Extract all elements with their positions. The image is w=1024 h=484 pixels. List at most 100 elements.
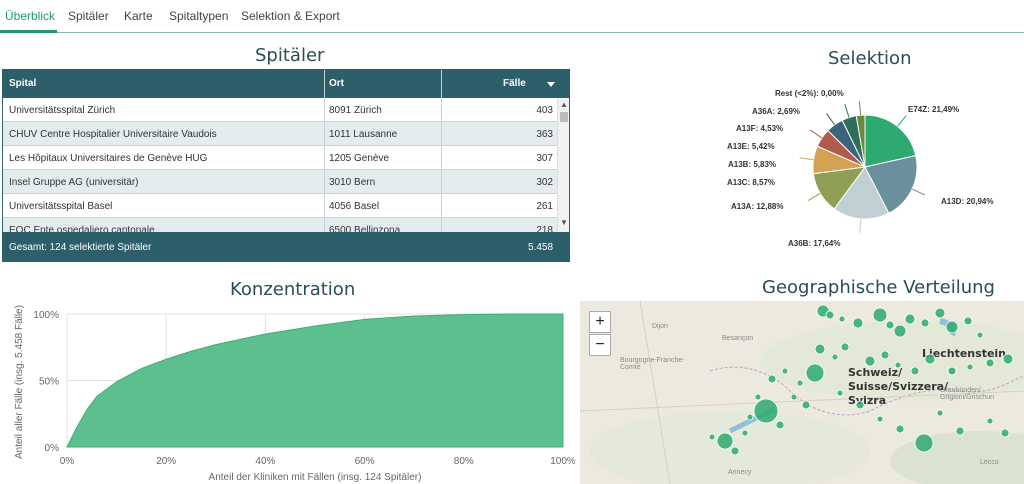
hospital-marker[interactable] [781, 367, 789, 375]
tab-hospitals[interactable]: Spitäler [68, 9, 109, 23]
x-tick-label: 100% [550, 456, 575, 467]
hospital-marker[interactable] [741, 429, 749, 437]
hospital-marker[interactable] [855, 400, 865, 410]
column-header-ort[interactable]: Ort [329, 78, 344, 89]
y-tick-label: 50% [39, 377, 59, 388]
pie-leader-line [807, 192, 821, 201]
selection-pie-chart [799, 101, 925, 233]
x-axis-title: Anteil der Kliniken mit Fällen (insg. 12… [209, 472, 422, 483]
pie-slice[interactable] [833, 166, 890, 220]
table-row[interactable]: Universitätsspital Basel 4056 Basel 261 [3, 194, 557, 218]
column-header-faelle[interactable]: Fälle [503, 78, 526, 89]
hospital-marker[interactable] [914, 433, 934, 453]
hospital-marker[interactable] [895, 424, 905, 434]
hospital-marker[interactable] [708, 433, 716, 441]
geo-map[interactable]: Dijon Besançon Bourgogne-Franche-Comté L… [580, 301, 1024, 484]
scroll-up-icon[interactable]: ▲ [560, 100, 568, 109]
pie-leader-line [897, 115, 907, 127]
total-label: Gesamt: 124 selektierte Spitäler [9, 242, 152, 253]
tab-map[interactable]: Karte [124, 9, 153, 23]
cell-spital: Universitätsspital Zürich [9, 105, 116, 116]
zoom-out-button[interactable]: − [589, 334, 611, 356]
scroll-down-icon[interactable]: ▼ [560, 218, 568, 227]
zoom-in-button[interactable]: + [589, 311, 611, 333]
table-row[interactable]: Insel Gruppe AG (universitär) 3010 Bern … [3, 170, 557, 194]
hospital-marker[interactable] [716, 432, 734, 450]
hospital-marker[interactable] [924, 353, 936, 365]
cell-faelle: 363 [536, 129, 553, 140]
hospital-marker[interactable] [1002, 353, 1014, 365]
table-row[interactable]: Universitätsspital Zürich 8091 Zürich 40… [3, 98, 557, 122]
total-cases: 5.458 [528, 242, 554, 253]
concentration-area[interactable] [66, 313, 564, 448]
pie-label-a13d: A13D: 20,94% [941, 197, 994, 206]
hospital-marker[interactable] [838, 315, 846, 323]
cell-ort: 4056 Basel [329, 201, 380, 212]
map-label-annecy: Annecy [728, 469, 752, 476]
hospital-marker[interactable] [894, 361, 902, 369]
hospital-marker[interactable] [880, 350, 890, 360]
sort-desc-icon[interactable] [547, 82, 555, 87]
hospital-marker[interactable] [904, 313, 916, 325]
map-label-bourgogne: Bourgogne-Franche-Comté [620, 357, 685, 371]
hospital-marker[interactable] [796, 379, 804, 387]
hospital-marker[interactable] [831, 353, 839, 361]
hospital-marker[interactable] [963, 316, 973, 326]
pie-label-rest: Rest (<2%): 0,00% [775, 89, 844, 98]
table-scrollbar[interactable]: ▲ ▼ [557, 98, 569, 232]
hospital-marker[interactable] [920, 318, 930, 328]
pie-label-a36a: A36A: 2,69% [752, 107, 801, 116]
pie-slice[interactable] [864, 155, 918, 214]
pie-label-e74z: E74Z: 21,49% [908, 105, 960, 114]
map-label-liechtenstein: Liechtenstein [922, 347, 1007, 360]
hospital-marker[interactable] [876, 415, 884, 423]
table-row[interactable]: CHUV Centre Hospitalier Universitaire Va… [3, 122, 557, 146]
hospital-marker[interactable] [754, 393, 762, 401]
hospital-marker[interactable] [746, 413, 754, 421]
hospital-marker[interactable] [801, 400, 811, 410]
hospital-marker[interactable] [790, 393, 798, 401]
pie-slice[interactable] [864, 114, 917, 168]
hospital-marker[interactable] [945, 320, 959, 334]
hospital-marker[interactable] [966, 363, 974, 371]
hospital-marker[interactable] [753, 398, 779, 424]
scroll-thumb[interactable] [560, 112, 568, 122]
hospital-marker[interactable] [936, 409, 944, 417]
hospital-marker[interactable] [864, 355, 876, 367]
hospital-marker[interactable] [1000, 428, 1010, 438]
hospital-marker[interactable] [934, 307, 946, 319]
x-tick-label: 0% [60, 456, 75, 467]
table-footer: Gesamt: 124 selektierte Spitäler 5.458 [3, 232, 569, 261]
hospital-marker[interactable] [986, 417, 994, 425]
cell-ort: 8091 Zürich [329, 105, 382, 116]
tab-overview[interactable]: Überblick [5, 9, 56, 23]
cell-faelle: 403 [536, 105, 553, 116]
hospital-marker[interactable] [767, 374, 777, 384]
hospital-marker[interactable] [910, 366, 920, 376]
pie-label-a13b: A13B: 5,83% [728, 160, 777, 169]
table-row[interactable]: Les Hôpitaux Universitaires de Genève HU… [3, 146, 557, 170]
hospital-marker[interactable] [775, 420, 785, 430]
hospital-marker[interactable] [955, 426, 965, 436]
pie-label-a13c: A13C: 8,57% [727, 178, 776, 187]
pie-leader-line [844, 104, 850, 118]
hospital-marker[interactable] [825, 310, 835, 320]
hospital-marker[interactable] [814, 343, 826, 355]
concentration-title: Konzentration [230, 279, 356, 300]
tab-selection-export[interactable]: Selektion & Export [241, 9, 340, 23]
cell-ort: 3010 Bern [329, 177, 376, 188]
hospital-marker[interactable] [840, 342, 850, 352]
hospital-marker[interactable] [976, 331, 984, 339]
map-label-besancon: Besançon [722, 335, 754, 342]
hospital-marker[interactable] [893, 324, 907, 338]
hospital-marker[interactable] [852, 317, 864, 329]
hospital-marker[interactable] [947, 366, 957, 376]
tab-hospital-types[interactable]: Spitaltypen [169, 9, 229, 23]
hospital-marker[interactable] [836, 389, 844, 397]
hospital-marker[interactable] [985, 358, 995, 368]
hospital-marker[interactable] [885, 320, 895, 330]
hospital-marker[interactable] [805, 363, 825, 383]
column-header-spital[interactable]: Spital [9, 78, 37, 89]
hospital-marker[interactable] [730, 446, 740, 456]
hospital-marker[interactable] [872, 307, 888, 323]
